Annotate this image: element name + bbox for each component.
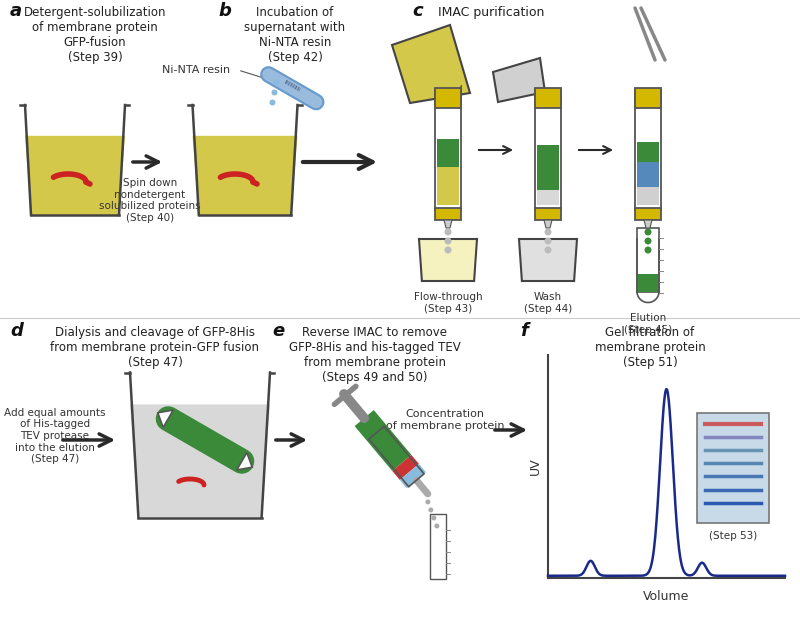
Circle shape xyxy=(426,499,430,504)
Text: e: e xyxy=(272,322,284,340)
Polygon shape xyxy=(444,220,452,228)
Text: Elution
(Step 45): Elution (Step 45) xyxy=(624,313,672,335)
Polygon shape xyxy=(544,220,552,228)
Circle shape xyxy=(645,237,651,244)
Circle shape xyxy=(434,524,439,529)
Polygon shape xyxy=(130,404,270,518)
Circle shape xyxy=(428,508,434,513)
Text: Concentration
of membrane protein: Concentration of membrane protein xyxy=(386,409,504,431)
Polygon shape xyxy=(158,410,173,428)
Bar xyxy=(637,187,659,205)
Text: UV: UV xyxy=(529,458,542,476)
Circle shape xyxy=(271,90,278,95)
Text: a: a xyxy=(10,2,22,20)
Polygon shape xyxy=(519,239,577,281)
Text: IIIIIIIIIII: IIIIIIIIIII xyxy=(283,79,302,93)
Text: Detergent-solubilization
of membrane protein
GFP-fusion
(Step 39): Detergent-solubilization of membrane pro… xyxy=(24,6,166,64)
Bar xyxy=(635,90,661,210)
Circle shape xyxy=(645,246,651,253)
Bar xyxy=(535,90,561,210)
Bar xyxy=(435,88,461,108)
Text: d: d xyxy=(10,322,23,340)
Bar xyxy=(435,208,461,220)
Circle shape xyxy=(545,246,551,253)
Bar xyxy=(437,139,459,167)
Polygon shape xyxy=(237,452,252,470)
Text: Add equal amounts
of His-tagged
TEV protease
into the elution
(Step 47): Add equal amounts of His-tagged TEV prot… xyxy=(4,408,106,464)
Bar xyxy=(637,227,659,291)
Polygon shape xyxy=(193,136,298,215)
Bar xyxy=(697,413,769,523)
Bar xyxy=(535,208,561,220)
Bar xyxy=(437,167,459,205)
Bar xyxy=(435,90,461,210)
Text: f: f xyxy=(520,322,528,340)
Bar xyxy=(537,190,559,205)
Text: Gel filtration of
membrane protein
(Step 51): Gel filtration of membrane protein (Step… xyxy=(594,326,706,369)
Text: Spin down
nondetergent
solubilized proteins
(Step 40): Spin down nondetergent solubilized prote… xyxy=(99,178,201,223)
Text: Volume: Volume xyxy=(643,589,690,602)
Bar xyxy=(637,162,659,187)
Bar xyxy=(635,88,661,108)
Text: Reverse IMAC to remove
GFP-8His and his-tagged TEV
from membrane protein
(Steps : Reverse IMAC to remove GFP-8His and his-… xyxy=(289,326,461,384)
Circle shape xyxy=(445,237,451,244)
Bar xyxy=(430,514,446,579)
Circle shape xyxy=(274,79,279,86)
Text: Dialysis and cleavage of GFP-8His
from membrane protein-GFP fusion
(Step 47): Dialysis and cleavage of GFP-8His from m… xyxy=(50,326,259,369)
Text: b: b xyxy=(218,2,231,20)
Polygon shape xyxy=(25,136,125,215)
Circle shape xyxy=(545,228,551,236)
Bar xyxy=(638,273,658,291)
Text: Incubation of
supernatant with
Ni-NTA resin
(Step 42): Incubation of supernatant with Ni-NTA re… xyxy=(245,6,346,64)
Circle shape xyxy=(431,515,436,520)
Circle shape xyxy=(545,237,551,244)
Circle shape xyxy=(270,99,275,106)
Text: (Step 53): (Step 53) xyxy=(709,531,757,541)
Text: c: c xyxy=(412,2,422,20)
Text: Wash
(Step 44): Wash (Step 44) xyxy=(524,292,572,314)
Bar xyxy=(369,426,424,487)
Circle shape xyxy=(445,246,451,253)
Bar xyxy=(537,145,559,190)
Polygon shape xyxy=(419,239,477,281)
Text: Flow-through
(Step 43): Flow-through (Step 43) xyxy=(414,292,482,314)
Text: Ni-NTA resin: Ni-NTA resin xyxy=(162,65,230,75)
Circle shape xyxy=(445,228,451,236)
Polygon shape xyxy=(644,220,652,228)
Polygon shape xyxy=(392,25,470,103)
Bar xyxy=(635,208,661,220)
Bar xyxy=(535,88,561,108)
Text: IMAC purification: IMAC purification xyxy=(438,6,544,19)
Bar xyxy=(637,142,659,162)
Circle shape xyxy=(645,228,651,236)
Polygon shape xyxy=(493,58,545,102)
